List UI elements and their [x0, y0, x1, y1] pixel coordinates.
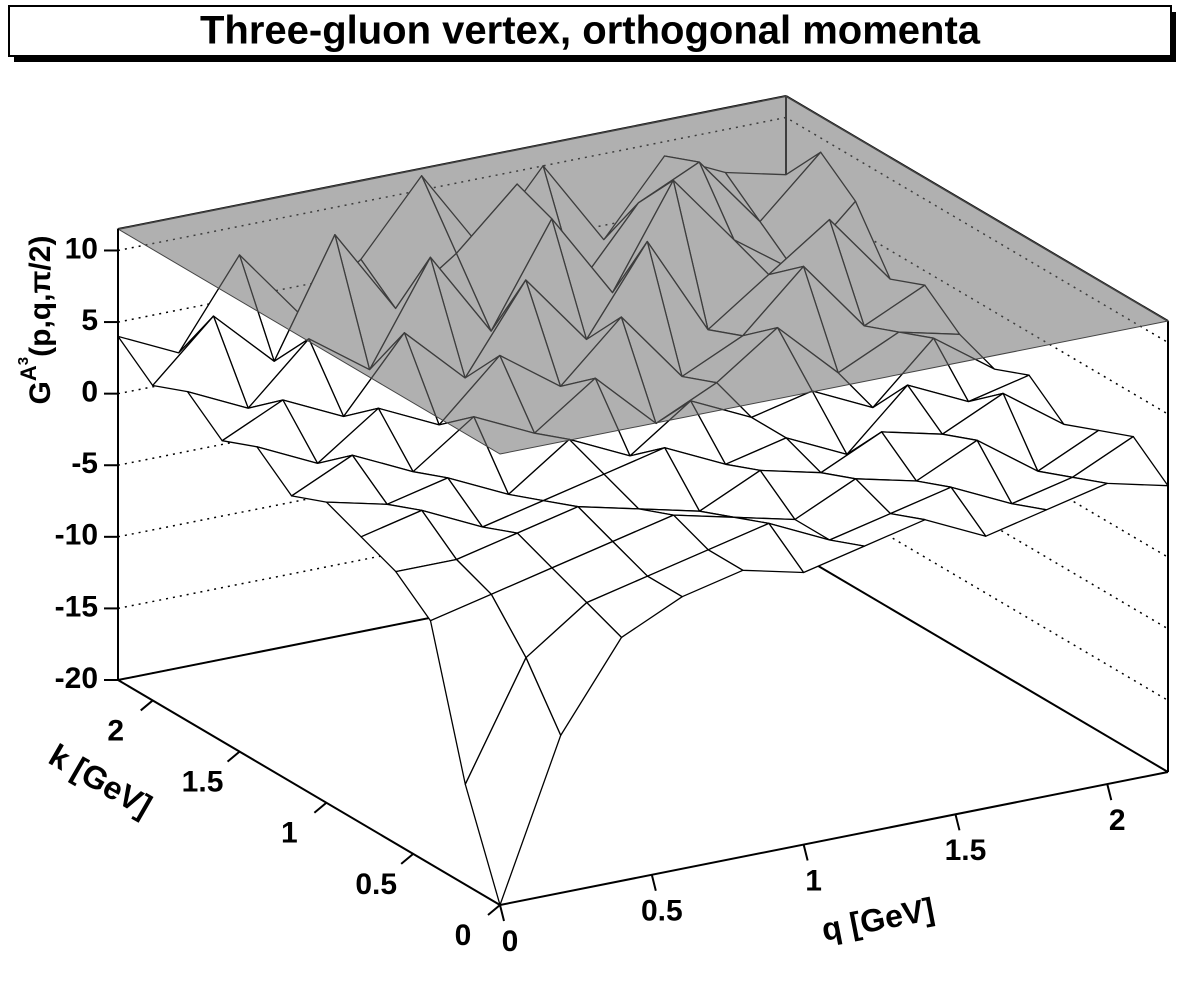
z-label-part: A — [16, 365, 41, 381]
x-tick — [499, 904, 505, 922]
x-tick-label: 0.5 — [641, 895, 683, 928]
title-box — [8, 5, 1172, 57]
y-tick — [226, 750, 241, 763]
y-axis-label: k [GeV] — [43, 737, 158, 824]
y-tick-label: 2 — [107, 714, 124, 747]
z-label-part: (p,q,π/2) — [24, 236, 57, 357]
z-tick-label: -20 — [55, 662, 98, 695]
y-tick-label: 1 — [281, 817, 298, 850]
surface-cell — [464, 657, 562, 906]
y-tick — [400, 853, 414, 865]
y-tick — [487, 904, 501, 916]
x-axis-line — [499, 771, 1169, 906]
x-tick — [954, 814, 961, 831]
x-tick-label: 1.5 — [945, 834, 987, 867]
x-tick-label: 0 — [502, 925, 519, 958]
x-tick — [1106, 783, 1113, 801]
z-tick-label: 0 — [81, 376, 98, 409]
x-tick-label: 1 — [805, 864, 822, 897]
x-tick — [802, 844, 809, 861]
z-label-part: G — [24, 381, 57, 404]
y-tick-label: 1.5 — [182, 766, 224, 799]
y-tick — [140, 699, 154, 712]
x-tick-label: 2 — [1109, 804, 1126, 837]
y-axis-line — [117, 679, 501, 906]
z-tick-label: 10 — [65, 232, 98, 265]
y-tick — [313, 801, 328, 814]
y-tick-label: 0.5 — [355, 868, 397, 901]
y-tick-label: 0 — [455, 919, 472, 952]
z-tick-label: -15 — [55, 590, 98, 623]
z-tick-label: -10 — [55, 519, 98, 552]
z-axis-label: GA3(p,q,π/2) — [15, 236, 57, 405]
z-tick-label: 5 — [81, 304, 98, 337]
z-tick-label: -5 — [71, 447, 98, 480]
z-label-part: 3 — [15, 357, 32, 365]
x-axis-label: q [GeV] — [819, 891, 938, 948]
chart-title: Three-gluon vertex, orthogonal momenta — [200, 9, 981, 53]
x-tick — [650, 874, 657, 892]
top-plane — [116, 95, 1170, 455]
